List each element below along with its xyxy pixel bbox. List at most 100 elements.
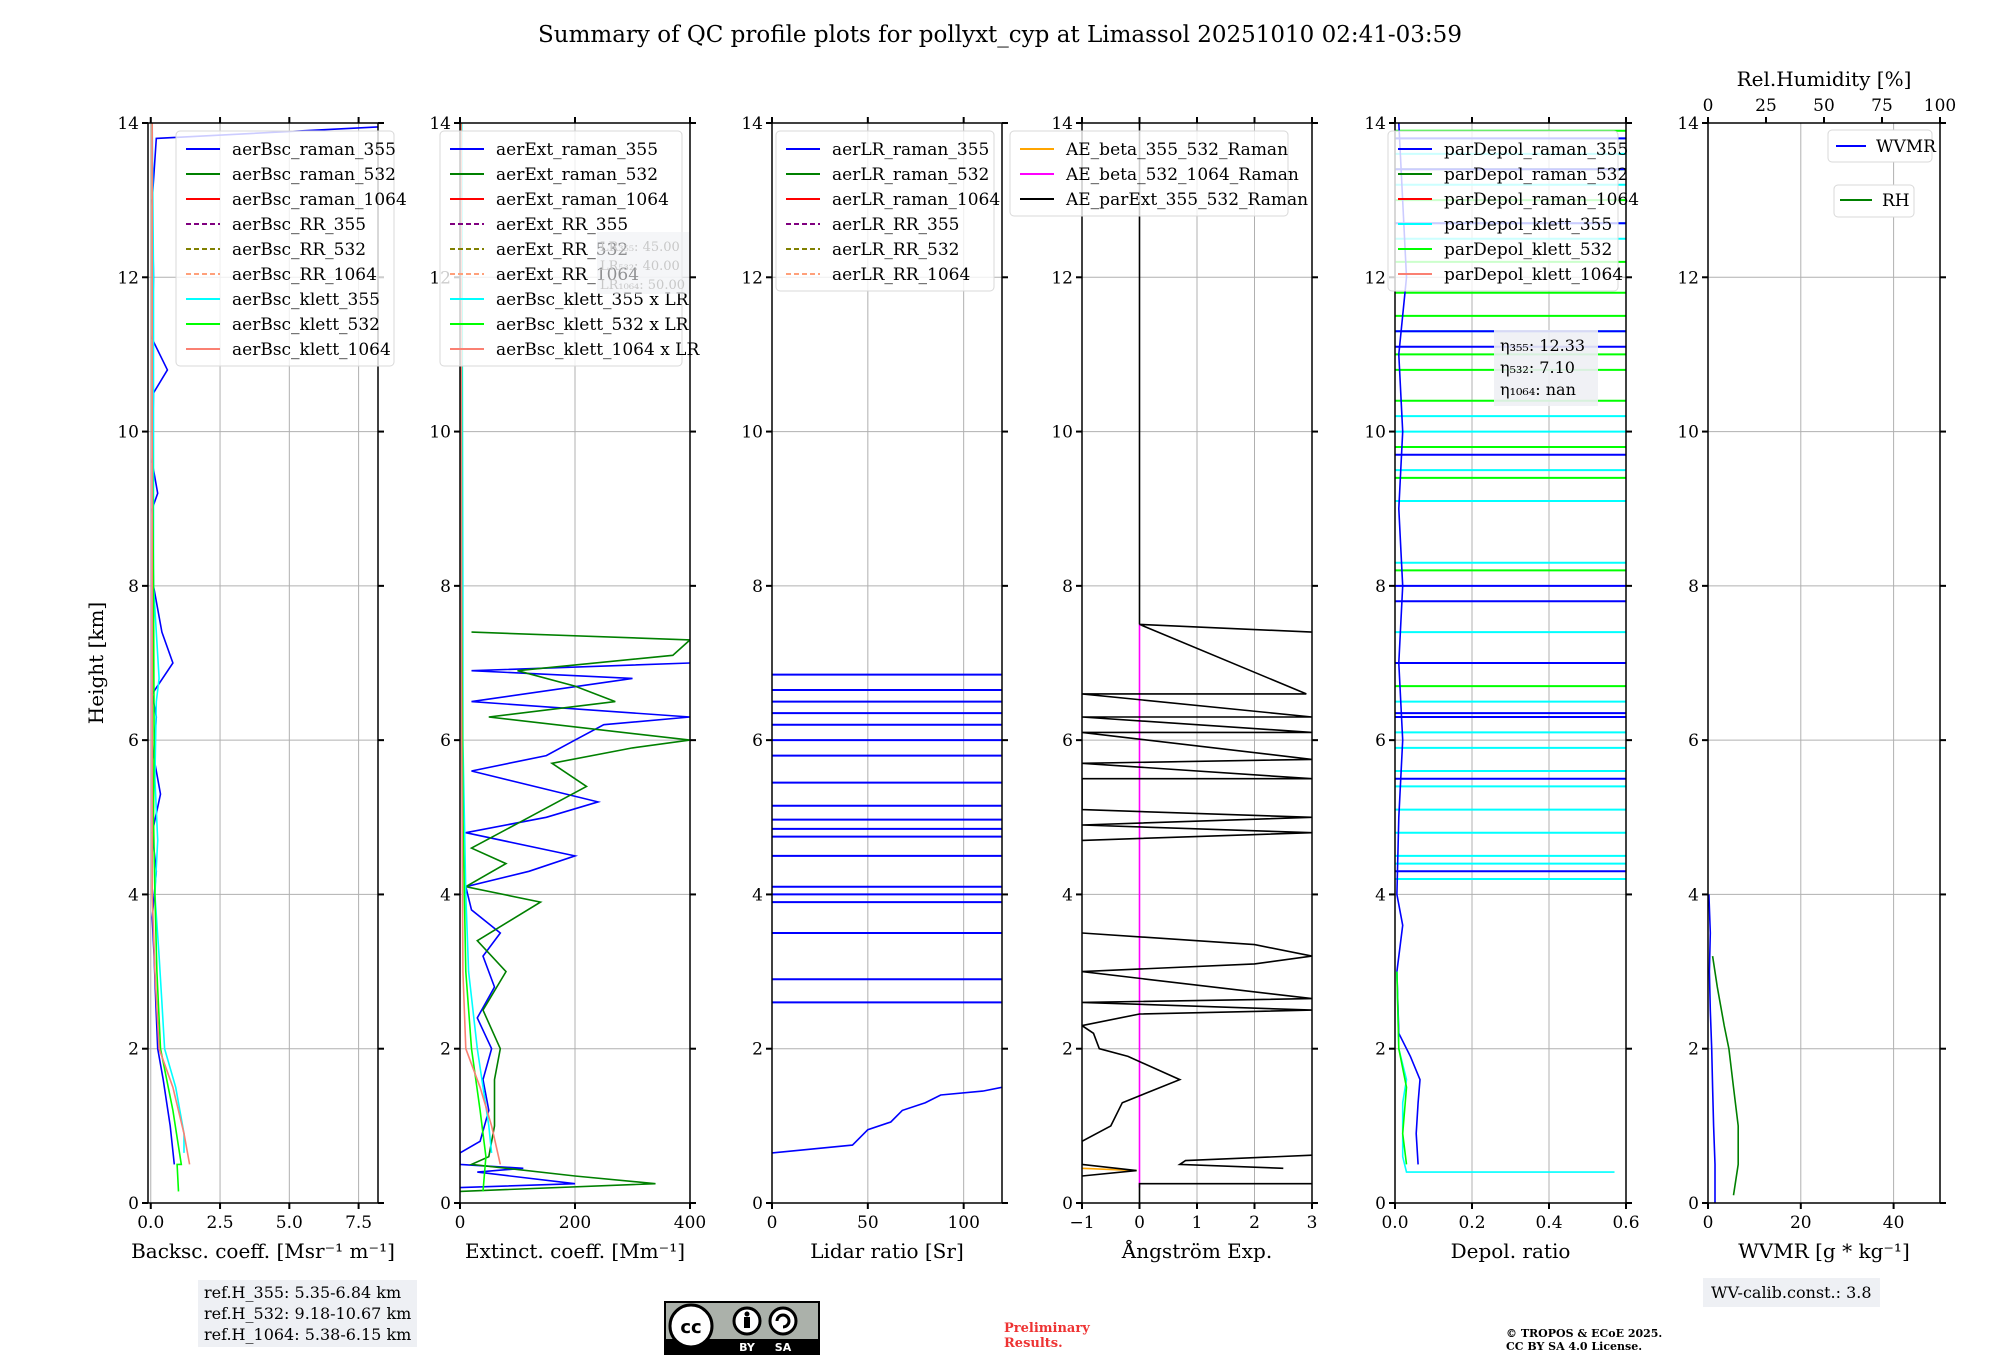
legend-entry-label: parDepol_klett_355 [1444, 215, 1612, 235]
axes-frame [771, 122, 1003, 1204]
cc-by-sa-badge: cc BY SA [664, 1301, 820, 1355]
legend-backscatter: aerBsc_raman_355 aerBsc_raman_532 aerBsc_r… [175, 130, 407, 367]
series-parDepol_raman_355 [1396, 123, 1421, 1165]
y-tick-label: 12 [741, 268, 763, 288]
legend-entry-label: aerExt_raman_1064 [496, 190, 669, 210]
series-AE_parExt_loop [1177, 1154, 1312, 1170]
lidar-ratio-annotation: LR₁₀₆₄: 50.00 [600, 278, 685, 293]
series-parDepol_klett_355 [1396, 971, 1615, 1173]
y-tick-label: 14 [1677, 114, 1699, 134]
y-tick-label: 12 [1051, 268, 1073, 288]
x-tick-label: 0.4 [1535, 1213, 1562, 1233]
x-tick-label: 100 [947, 1213, 979, 1233]
x-tick-label: 0.0 [137, 1213, 164, 1233]
by-person-body [744, 1317, 750, 1328]
y-tick-label: 12 [1677, 268, 1699, 288]
reference-heights-box: ref.H_355: 5.35-6.84 km ref.H_532: 9.18-… [198, 1280, 418, 1347]
legend-entry-label: aerLR_raman_355 [832, 140, 989, 160]
y-tick-label: 6 [1062, 731, 1073, 751]
y-tick-label: 10 [741, 423, 763, 443]
y-tick-label: 6 [440, 731, 451, 751]
axes-frame [1707, 122, 1941, 1204]
y-tick-label: 0 [128, 1194, 139, 1214]
x-axis-label: Ångström Exp. [1121, 1238, 1272, 1263]
x-tick-label: −1 [1069, 1213, 1094, 1233]
y-tick-label: 2 [440, 1040, 451, 1060]
y-tick-label: 8 [1688, 577, 1699, 597]
y-tick-label: 0 [440, 1194, 451, 1214]
y-tick-label: 14 [1051, 114, 1073, 134]
legend-entry-label: aerExt_raman_532 [496, 165, 658, 185]
series-AE_parExt_upper [1082, 623, 1312, 842]
y-tick-label: 2 [128, 1040, 139, 1060]
copyright-line-2: CC BY SA 4.0 License. [1506, 1340, 1643, 1353]
y-tick-label: 10 [429, 423, 451, 443]
y-axis-label: Height [km] [84, 602, 108, 724]
axes-frame [147, 122, 379, 1204]
x-axis-label: Backsc. coeff. [Msr⁻¹ m⁻¹] [131, 1239, 395, 1263]
plot-area-water_vapor [1708, 894, 1739, 1203]
y-tick-label: 0 [1062, 1194, 1073, 1214]
y-tick-label: 4 [752, 885, 763, 905]
by-label: BY [739, 1341, 756, 1354]
x-axis-label: Extinct. coeff. [Mm⁻¹] [465, 1239, 685, 1263]
y-tick-label: 0 [752, 1194, 763, 1214]
y-tick-label: 4 [440, 885, 451, 905]
series-aerBsc_klett_1064 x LR [460, 123, 502, 1165]
y-tick-label: 6 [752, 731, 763, 751]
top-x-tick-label: 75 [1871, 96, 1893, 116]
legend-entry-label: AE_beta_532_1064_Raman [1065, 165, 1299, 185]
top-x-tick-label: 50 [1813, 96, 1835, 116]
eta-annotation: η₅₃₂: 7.10 [1500, 358, 1575, 377]
legend-entry-label: aerBsc_raman_355 [232, 140, 396, 160]
legend-box [1009, 130, 1289, 217]
y-tick-label: 0 [1375, 1194, 1386, 1214]
legend-entry-label: parDepol_klett_1064 [1444, 265, 1623, 285]
legend-entry-label: aerBsc_RR_532 [232, 240, 366, 260]
y-tick-label: 10 [1677, 423, 1699, 443]
top-x-tick-label: 0 [1703, 96, 1714, 116]
panel-lidar_ratio: 0 50 100 0 2 4 6 8 10 12 14 Lidar ratio [Sr] aerLR_r… [741, 114, 1008, 1263]
x-tick-label: 1 [1192, 1213, 1203, 1233]
series-aerBsc_klett_1064 [151, 123, 191, 1165]
x-tick-label: 0.0 [1381, 1213, 1408, 1233]
legend-entry-label: aerExt_raman_355 [496, 140, 658, 160]
y-tick-label: 8 [1062, 577, 1073, 597]
y-tick-label: 14 [117, 114, 139, 134]
plot-area-backscatter [151, 123, 378, 1192]
x-tick-label: 20 [1790, 1213, 1812, 1233]
legend-box [1387, 130, 1619, 292]
wv-calibration-box: WV-calib.const.: 3.8 [1703, 1278, 1880, 1307]
sa-share-alike-icon [768, 1306, 798, 1336]
sa-arrow [775, 1313, 791, 1329]
legend-entry-label: parDepol_raman_355 [1444, 140, 1628, 160]
x-axis-label: WVMR [g * kg⁻¹] [1738, 1239, 1910, 1263]
sa-label: SA [775, 1341, 792, 1354]
x-tick-label: 0 [1703, 1213, 1714, 1233]
y-tick-label: 8 [1375, 577, 1386, 597]
series-WVMR [1708, 894, 1716, 1203]
y-tick-label: 14 [429, 114, 451, 134]
top-x-axis-label: Rel.Humidity [%] [1737, 67, 1912, 91]
legend-entry-label: aerBsc_RR_355 [232, 215, 366, 235]
y-tick-label: 2 [1375, 1040, 1386, 1060]
y-tick-label: 2 [1062, 1040, 1073, 1060]
x-tick-label: 400 [674, 1213, 706, 1233]
legend-entry-label: aerExt_RR_532 [496, 240, 628, 260]
eta-annotation-box [1494, 330, 1598, 406]
legend-box-wvmr [1827, 129, 1933, 163]
y-tick-label: 8 [128, 577, 139, 597]
lidar-ratio-annotation: LR₅₃₂: 40.00 [600, 259, 680, 274]
series-parDepol_klett_532 [1396, 971, 1408, 1165]
legend-entry-label: AE_parExt_355_532_Raman [1065, 190, 1308, 210]
plot-area-lidar_ratio [772, 673, 1002, 1154]
series-aerLR_raman_355 [772, 1086, 1002, 1154]
legend-entry-label: aerLR_RR_355 [832, 215, 959, 235]
y-tick-label: 14 [741, 114, 763, 134]
eta-annotation: η₃₅₅: 12.33 [1500, 336, 1585, 355]
lidar-ratio-annotation: LR₃₅₅: 45.00 [600, 240, 680, 255]
x-tick-label: 2.5 [207, 1213, 234, 1233]
axes-frame [1394, 122, 1627, 1204]
series-AE_parExt_355_532_Raman [1082, 932, 1312, 1177]
lidar-ratio-annotation-box [597, 232, 689, 294]
